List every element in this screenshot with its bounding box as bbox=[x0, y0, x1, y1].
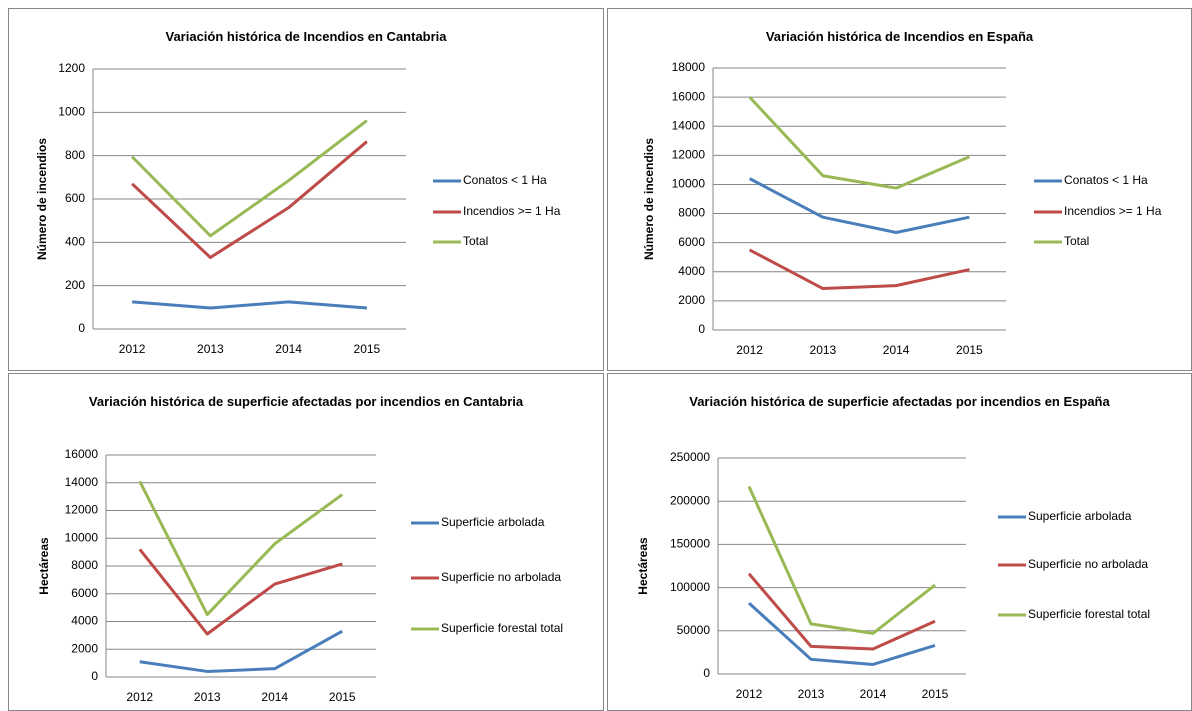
series-line bbox=[748, 248, 970, 291]
chart-panel: 0 200 400 600 800 1000 1200 2012 2013 2014 2015 Núm… bbox=[8, 8, 604, 371]
x-tick-label: 2012 bbox=[736, 687, 763, 701]
x-tick-label: 2013 bbox=[194, 690, 221, 704]
legend-label: Total bbox=[463, 234, 488, 248]
y-tick-label: 50000 bbox=[677, 623, 711, 637]
y-tick-label: 14000 bbox=[65, 475, 99, 489]
y-tick-label: 200 bbox=[65, 278, 85, 292]
y-tick-label: 600 bbox=[65, 191, 85, 205]
y-tick-label: 2000 bbox=[71, 641, 98, 655]
x-tick-label: 2013 bbox=[197, 342, 224, 356]
y-tick-label: 10000 bbox=[672, 177, 706, 191]
y-tick-label: 18000 bbox=[672, 60, 706, 74]
x-tick-label: 2015 bbox=[354, 342, 381, 356]
y-tick-label: 250000 bbox=[670, 450, 710, 464]
y-tick-label: 0 bbox=[703, 666, 710, 680]
series-line bbox=[747, 602, 936, 666]
y-tick-label: 12000 bbox=[672, 148, 706, 162]
x-tick-label: 2015 bbox=[329, 690, 356, 704]
series-line bbox=[132, 300, 367, 310]
x-tick-label: 2013 bbox=[810, 343, 837, 357]
x-tick-label: 2015 bbox=[956, 343, 983, 357]
series-line bbox=[131, 140, 368, 259]
y-tick-label: 0 bbox=[698, 322, 705, 336]
legend-label: Conatos < 1 Ha bbox=[463, 173, 547, 187]
legend-label: Incendios >= 1 Ha bbox=[1064, 204, 1162, 218]
legend-label: Superficie arbolada bbox=[1028, 509, 1132, 523]
x-tick-label: 2012 bbox=[119, 342, 146, 356]
series-line bbox=[131, 119, 368, 238]
y-axis-label: Número de incendios bbox=[35, 138, 49, 260]
y-tick-label: 0 bbox=[78, 321, 85, 335]
y-axis-label: Hectáreas bbox=[37, 537, 51, 595]
chart-title: Variación histórica de Incendios en Espa… bbox=[765, 29, 1034, 44]
chart-panel: 0 2000 4000 6000 8000 10000 12000 14000 16000 180… bbox=[607, 8, 1192, 371]
series-line bbox=[748, 177, 970, 234]
chart: 0 2000 4000 6000 8000 10000 12000 14000 16000 180… bbox=[642, 60, 1162, 357]
chart: 0 200 400 600 800 1000 1200 2012 2013 2014 2015 Núm… bbox=[35, 61, 561, 356]
x-tick-label: 2014 bbox=[860, 687, 887, 701]
x-tick-label: 2014 bbox=[261, 690, 288, 704]
chart-panel: 0 50000 100000 150000 200000 250000 2012 2013 20… bbox=[607, 373, 1192, 711]
y-tick-label: 0 bbox=[91, 669, 98, 683]
y-tick-label: 2000 bbox=[678, 293, 705, 307]
legend-label: Total bbox=[1064, 234, 1089, 248]
series-line bbox=[138, 548, 343, 636]
x-tick-label: 2013 bbox=[798, 687, 825, 701]
x-tick-label: 2014 bbox=[275, 342, 302, 356]
chart: 0 50000 100000 150000 200000 250000 2012 2013 20… bbox=[636, 450, 1150, 701]
y-tick-label: 6000 bbox=[678, 235, 705, 249]
y-tick-label: 150000 bbox=[670, 537, 710, 551]
y-tick-label: 12000 bbox=[65, 503, 99, 517]
legend-label: Superficie arbolada bbox=[441, 515, 545, 529]
y-tick-label: 14000 bbox=[672, 118, 706, 132]
chart-title: Variación histórica de Incendios en Cant… bbox=[165, 29, 447, 44]
y-tick-label: 8000 bbox=[71, 558, 98, 572]
y-tick-label: 1000 bbox=[58, 105, 85, 119]
legend-label: Superficie forestal total bbox=[1028, 607, 1150, 621]
legend-label: Superficie no arbolada bbox=[1028, 557, 1148, 571]
y-axis-label: Hectáreas bbox=[636, 537, 650, 595]
y-tick-label: 8000 bbox=[678, 206, 705, 220]
series-line bbox=[748, 96, 970, 190]
series-line bbox=[138, 480, 344, 617]
x-tick-label: 2014 bbox=[883, 343, 910, 357]
y-tick-label: 16000 bbox=[672, 89, 706, 103]
y-tick-label: 1200 bbox=[58, 61, 85, 75]
y-axis-label: Número de incendios bbox=[642, 138, 656, 260]
y-tick-label: 100000 bbox=[670, 580, 710, 594]
chart-panel: 0 2000 4000 6000 8000 10000 12000 14000 16000 201… bbox=[8, 373, 604, 711]
y-tick-label: 400 bbox=[65, 235, 85, 249]
legend-label: Conatos < 1 Ha bbox=[1064, 173, 1148, 187]
chart: 0 2000 4000 6000 8000 10000 12000 14000 16000 201… bbox=[37, 447, 563, 704]
y-tick-label: 800 bbox=[65, 148, 85, 162]
y-tick-label: 4000 bbox=[678, 264, 705, 278]
legend-label: Incendios >= 1 Ha bbox=[463, 204, 561, 218]
y-tick-label: 4000 bbox=[71, 614, 98, 628]
legend-label: Superficie no arbolada bbox=[441, 570, 561, 584]
y-tick-label: 6000 bbox=[71, 586, 98, 600]
series-line bbox=[139, 629, 343, 673]
legend-label: Superficie forestal total bbox=[441, 621, 563, 635]
y-tick-label: 200000 bbox=[670, 493, 710, 507]
y-tick-label: 10000 bbox=[65, 530, 99, 544]
x-tick-label: 2012 bbox=[736, 343, 763, 357]
series-line bbox=[747, 572, 936, 651]
series-line bbox=[747, 485, 936, 635]
chart-title: Variación histórica de superficie afecta… bbox=[88, 394, 524, 409]
chart-title: Variación histórica de superficie afecta… bbox=[689, 394, 1110, 409]
x-tick-label: 2012 bbox=[126, 690, 153, 704]
y-tick-label: 16000 bbox=[65, 447, 99, 461]
x-tick-label: 2015 bbox=[922, 687, 949, 701]
